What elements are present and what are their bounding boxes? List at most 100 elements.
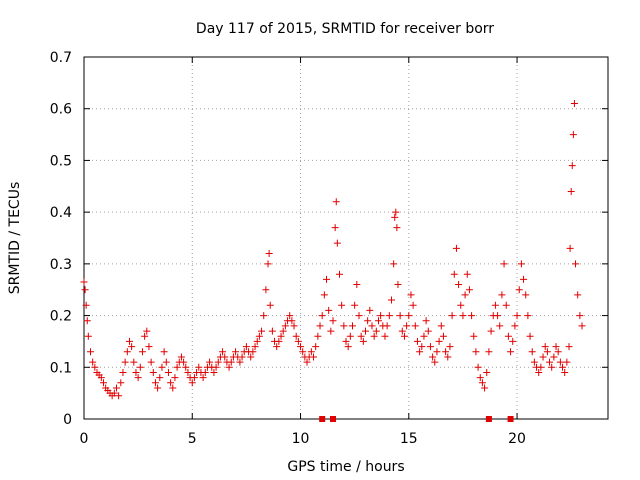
data-point xyxy=(81,286,89,294)
data-point xyxy=(242,343,250,351)
data-point xyxy=(156,374,164,382)
y-tick-label: 0.7 xyxy=(50,50,72,66)
data-point xyxy=(485,348,493,356)
data-point xyxy=(80,278,88,286)
data-point xyxy=(543,348,551,356)
data-point xyxy=(171,374,179,382)
data-point xyxy=(84,332,92,340)
data-point xyxy=(491,301,499,309)
data-point xyxy=(561,368,569,376)
data-point xyxy=(167,379,175,387)
y-axis-label: SRMTID / TECUs xyxy=(7,182,23,295)
data-point xyxy=(342,337,350,345)
data-point xyxy=(340,322,348,330)
data-point xyxy=(420,332,428,340)
data-point xyxy=(251,343,259,351)
data-point xyxy=(264,260,272,268)
data-point xyxy=(435,337,443,345)
data-point xyxy=(411,322,419,330)
data-point xyxy=(344,343,352,351)
data-point xyxy=(476,374,484,382)
x-axis-ticks: 0 5 10 15 20 xyxy=(80,57,526,447)
data-point xyxy=(487,327,495,335)
data-point xyxy=(199,374,207,382)
data-point xyxy=(310,353,318,361)
data-point xyxy=(303,358,311,366)
data-point xyxy=(409,301,417,309)
data-point xyxy=(392,208,400,216)
y-tick-label: 0 xyxy=(63,412,72,428)
data-point xyxy=(320,291,328,299)
data-point xyxy=(370,332,378,340)
data-point xyxy=(110,389,118,397)
data-point xyxy=(539,353,547,361)
data-point xyxy=(290,322,298,330)
x-tick-label: 20 xyxy=(508,431,526,447)
y-tick-label: 0.3 xyxy=(50,257,72,273)
data-point xyxy=(439,332,447,340)
data-point xyxy=(141,332,149,340)
data-point xyxy=(316,322,324,330)
data-point xyxy=(396,312,404,320)
data-point xyxy=(238,353,246,361)
data-point xyxy=(331,224,339,232)
data-point xyxy=(147,358,155,366)
data-point xyxy=(578,322,586,330)
data-point xyxy=(143,327,151,335)
data-point xyxy=(262,286,270,294)
data-point xyxy=(154,384,162,392)
data-point xyxy=(338,301,346,309)
data-point xyxy=(403,322,411,330)
data-point xyxy=(160,348,168,356)
data-point xyxy=(247,353,255,361)
data-point xyxy=(351,301,359,309)
data-point xyxy=(444,353,452,361)
data-point xyxy=(366,306,374,314)
plot-frame xyxy=(83,56,609,420)
data-point xyxy=(502,301,510,309)
data-point xyxy=(333,239,341,247)
data-point xyxy=(426,343,434,351)
flag-marker xyxy=(319,416,326,422)
data-point xyxy=(130,358,138,366)
y-tick-label: 0.2 xyxy=(50,309,72,325)
data-point xyxy=(398,327,406,335)
data-point xyxy=(413,337,421,345)
data-point xyxy=(457,301,465,309)
x-axis-label: GPS time / hours xyxy=(287,459,404,475)
data-point xyxy=(387,296,395,304)
data-point xyxy=(569,131,577,139)
y-tick-label: 0.1 xyxy=(50,360,72,376)
data-point xyxy=(184,368,192,376)
data-point xyxy=(500,260,508,268)
data-point xyxy=(292,332,300,340)
data-point xyxy=(461,291,469,299)
data-point xyxy=(219,348,227,356)
data-point xyxy=(82,301,90,309)
data-point xyxy=(565,343,573,351)
data-point xyxy=(329,317,337,325)
data-point xyxy=(177,353,185,361)
data-point xyxy=(299,348,307,356)
data-point xyxy=(255,332,263,340)
data-point xyxy=(448,312,456,320)
data-point xyxy=(190,374,198,382)
data-point xyxy=(121,358,129,366)
data-point xyxy=(236,358,244,366)
data-point xyxy=(554,348,562,356)
data-point xyxy=(86,348,94,356)
flag-marker xyxy=(507,416,514,422)
data-point xyxy=(416,348,424,356)
data-points xyxy=(80,100,586,400)
data-point xyxy=(288,317,296,325)
data-point xyxy=(576,312,584,320)
data-point xyxy=(455,281,463,289)
data-point xyxy=(507,348,515,356)
data-point xyxy=(162,358,170,366)
data-point xyxy=(481,384,489,392)
data-point xyxy=(570,100,578,108)
data-point xyxy=(268,327,276,335)
data-point xyxy=(182,363,190,371)
data-point xyxy=(509,337,517,345)
